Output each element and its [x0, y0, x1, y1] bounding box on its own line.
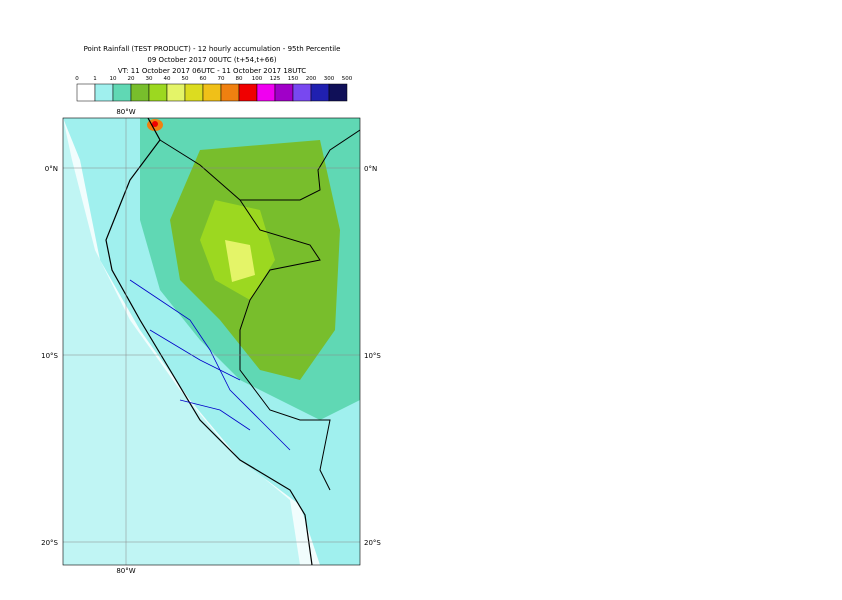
lon-label: 80°W	[116, 567, 135, 575]
legend-label: 70	[218, 76, 225, 82]
legend-swatch	[238, 83, 258, 102]
legend-label: 50	[182, 76, 189, 82]
legend-label: 125	[270, 76, 281, 82]
title: Point Rainfall (TEST PRODUCT) - 12 hourl…	[84, 45, 341, 75]
lat-label: 0°N	[45, 165, 58, 173]
legend-label: 10	[110, 76, 117, 82]
title-line: Point Rainfall (TEST PRODUCT) - 12 hourl…	[84, 45, 341, 53]
legend-label: 0	[75, 76, 79, 82]
legend-label: 80	[236, 76, 243, 82]
legend-swatch	[256, 83, 276, 102]
legend-swatch	[184, 83, 204, 102]
legend-label: 40	[164, 76, 171, 82]
legend-swatch	[148, 83, 168, 102]
legend-label: 500	[342, 76, 353, 82]
legend-label: 60	[200, 76, 207, 82]
legend-swatch	[274, 83, 294, 102]
legend-label: 200	[306, 76, 317, 82]
title-line: VT: 11 October 2017 06UTC - 11 October 2…	[118, 67, 306, 75]
legend-swatch	[292, 83, 312, 102]
lat-label: 20°S	[41, 539, 58, 547]
lat-label: 0°N	[364, 165, 377, 173]
legend-swatch	[112, 83, 132, 102]
legend-label: 20	[128, 76, 135, 82]
legend: 0 1 10 20 30 40 50 60 70 80 100 125 150 200 300 500	[75, 76, 353, 102]
legend-swatch	[76, 83, 96, 102]
legend-label: 100	[252, 76, 263, 82]
map-frame	[62, 117, 361, 566]
lon-label: 80°W	[116, 108, 135, 116]
legend-label: 30	[146, 76, 153, 82]
lat-label: 20°S	[364, 539, 381, 547]
legend-label: 150	[288, 76, 299, 82]
legend-label: 300	[324, 76, 335, 82]
lat-label: 10°S	[41, 352, 58, 360]
map	[63, 118, 360, 565]
legend-swatch	[220, 83, 240, 102]
title-line: 09 October 2017 00UTC (t+54,t+66)	[147, 56, 276, 64]
legend-swatch	[202, 83, 222, 102]
graticule-labels: 80°W 80°W 0°N 0°N 10°S 10°S 20°S 20°S	[41, 108, 381, 575]
legend-swatch	[94, 83, 114, 102]
legend-label: 1	[93, 76, 97, 82]
legend-swatch	[310, 83, 330, 102]
legend-swatch	[166, 83, 186, 102]
legend-swatch	[328, 83, 348, 102]
legend-swatch	[130, 83, 150, 102]
lat-label: 10°S	[364, 352, 381, 360]
